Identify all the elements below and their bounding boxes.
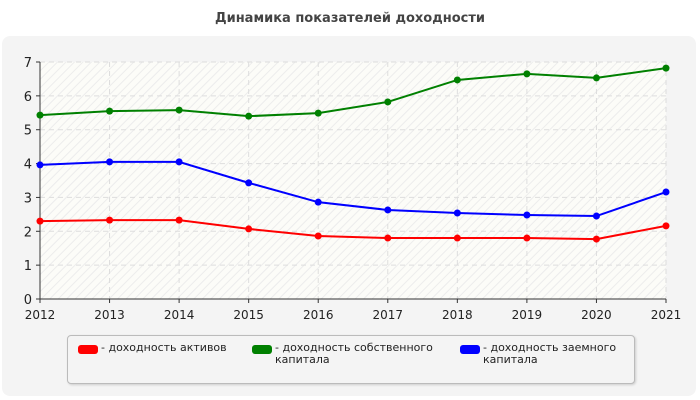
data-point <box>592 212 600 220</box>
legend-label: - доходность собственного капитала <box>275 341 433 366</box>
data-point <box>175 158 183 166</box>
series-line-0 <box>39 219 667 241</box>
data-point <box>662 222 670 230</box>
y-tick-label: 6 <box>24 90 32 105</box>
data-point <box>384 234 392 242</box>
data-point <box>314 232 322 240</box>
x-tick-label: 2015 <box>233 308 264 322</box>
y-tick-label: 3 <box>24 191 32 206</box>
data-point <box>592 235 600 243</box>
data-point <box>523 211 531 219</box>
data-point <box>662 64 670 72</box>
chart-title: Динамика показателей доходности <box>215 11 485 26</box>
x-tick-label: 2019 <box>512 308 543 322</box>
y-tick-label: 2 <box>24 225 32 240</box>
data-point <box>175 216 183 224</box>
data-point <box>523 234 531 242</box>
data-point <box>175 106 183 114</box>
x-tick-label: 2014 <box>164 308 195 322</box>
x-tick-label: 2013 <box>94 308 125 322</box>
legend-item-assets: - доходность активов <box>78 342 227 354</box>
data-point <box>106 107 114 115</box>
x-tick-label: 2016 <box>303 308 334 322</box>
x-tick-label: 2020 <box>581 308 612 322</box>
data-point <box>36 217 44 225</box>
legend: - доходность активов - доходность собств… <box>67 335 635 384</box>
data-point <box>453 209 461 217</box>
data-point <box>592 74 600 82</box>
y-tick-label: 7 <box>24 56 32 71</box>
legend-item-equity: - доходность собственного капитала <box>252 342 452 366</box>
data-point <box>106 216 114 224</box>
x-tick-label: 2017 <box>373 308 404 322</box>
legend-label: - доходность активов <box>101 341 227 354</box>
data-point <box>662 188 670 196</box>
data-point <box>384 206 392 214</box>
legend-label: - доходность заемного капитала <box>483 341 617 366</box>
data-point <box>314 109 322 117</box>
legend-swatch <box>78 345 98 354</box>
x-tick-label: 2021 <box>651 308 682 322</box>
plot-area <box>40 62 666 299</box>
data-point <box>245 225 253 233</box>
data-point <box>106 158 114 166</box>
series-line-1 <box>39 67 667 118</box>
data-point <box>384 98 392 106</box>
y-tick-label: 0 <box>24 293 32 308</box>
x-tick-label: 2012 <box>25 308 56 322</box>
data-point <box>314 198 322 206</box>
legend-swatch <box>460 345 480 354</box>
y-tick-label: 1 <box>24 259 32 274</box>
y-tick-label: 4 <box>24 158 32 173</box>
data-point <box>453 76 461 84</box>
data-point <box>453 234 461 242</box>
data-point <box>245 179 253 187</box>
data-point <box>36 161 44 169</box>
legend-item-debt: - доходность заемного капитала <box>460 342 630 366</box>
data-point <box>245 112 253 120</box>
legend-swatch <box>252 345 272 354</box>
data-point <box>36 111 44 119</box>
y-tick-label: 5 <box>24 124 32 139</box>
data-point <box>523 70 531 78</box>
series-line-2 <box>39 160 667 218</box>
x-tick-label: 2018 <box>442 308 473 322</box>
